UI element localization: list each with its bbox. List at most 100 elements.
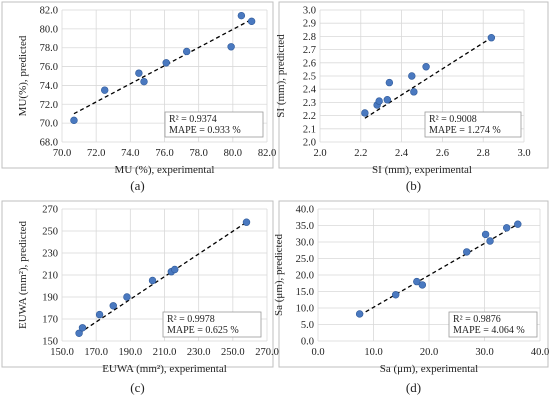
panel-frame: [278, 200, 549, 368]
data-point: [487, 34, 496, 42]
y-tick-label: 190: [42, 293, 58, 304]
annotation-box: [162, 311, 262, 338]
data-point: [410, 88, 418, 96]
y-tick-label: 2.5: [303, 72, 316, 83]
panel-label: (b): [406, 178, 421, 193]
x-tick-label: 270.0: [255, 347, 279, 358]
x-tick-label: 2.0: [313, 148, 326, 159]
y-tick-label: 230: [42, 249, 58, 260]
data-point: [514, 220, 522, 228]
y-tick-label: 2.2: [303, 111, 316, 122]
annotation-box: [448, 311, 538, 338]
y-tick-label: 80.0: [40, 24, 58, 35]
data-point: [171, 265, 179, 274]
y-tick-label: 2.0: [303, 138, 316, 149]
panel-label: (a): [130, 178, 144, 193]
data-point: [123, 293, 131, 301]
x-tick-label: 74.0: [121, 148, 139, 159]
x-tick-label: 150.0: [50, 347, 74, 358]
data-point: [385, 78, 394, 87]
y-tick-label: 2.3: [303, 98, 316, 109]
data-point: [361, 109, 369, 117]
mape-label: MAPE = 4.064 %: [453, 325, 525, 336]
data-point: [481, 230, 490, 239]
y-tick-label: 250: [42, 227, 58, 238]
y-tick-label: 150: [42, 337, 58, 348]
data-point: [503, 224, 511, 232]
x-tick-label: 30.0: [475, 347, 493, 358]
data-point: [237, 11, 246, 20]
data-point: [183, 47, 191, 56]
x-tick-label: 20.0: [420, 347, 438, 358]
y-axis-title: MU(%), predicted: [17, 35, 29, 116]
chart-panel-4: 0.0 5.0 10.0 15.0 20.0 25.0 30.0 35.0 40.0 0.0 10.…: [273, 200, 549, 395]
x-tick-label: 0.0: [311, 347, 324, 358]
data-point: [418, 281, 427, 289]
data-point: [383, 96, 392, 104]
y-tick-label: 76.0: [40, 62, 58, 73]
data-point: [70, 116, 78, 125]
y-tick-label: 72.0: [40, 100, 58, 111]
mape-label: MAPE = 0.933 %: [169, 125, 241, 136]
data-point: [95, 310, 104, 319]
r-squared-label: R² = 0.9978: [167, 314, 215, 325]
x-tick-label: 2.4: [395, 148, 409, 159]
x-tick-label: 170.0: [84, 347, 108, 358]
y-tick-label: 5.0: [301, 320, 314, 331]
data-point: [486, 237, 494, 245]
data-point: [109, 302, 117, 310]
y-tick-label: 2.1: [303, 124, 316, 135]
data-point: [135, 69, 143, 77]
r-squared-label: R² = 0.9008: [429, 114, 477, 125]
y-tick-label: 2.9: [303, 19, 316, 30]
chart-panel-2: 2.0 2.1 2.2 2.3 2.4 2.5 2.6 2.7 2.8 2.9 3.0 2.0 2.2 2…: [275, 1, 549, 193]
annotation-box: [424, 111, 522, 138]
x-tick-label: 210.0: [153, 347, 177, 358]
y-tick-label: 2.6: [303, 58, 316, 69]
y-tick-label: 2.4: [303, 85, 317, 96]
chart-panel-3: 150 170 190 210 230 250 270 150.0 170.0 190.0 210.…: [1, 200, 279, 395]
r-squared-label: R² = 0.9374: [169, 114, 217, 125]
x-tick-label: 82.0: [258, 148, 276, 159]
data-point: [140, 77, 148, 86]
annotation-box: [164, 111, 264, 138]
mape-label: MAPE = 0.625 %: [167, 325, 239, 336]
mape-label: MAPE = 1.274 %: [429, 125, 501, 136]
x-tick-label: 40.0: [531, 347, 549, 358]
y-tick-label: 35.0: [296, 221, 314, 232]
data-point: [408, 72, 416, 80]
y-tick-label: 78.0: [40, 43, 58, 54]
x-axis-title: EUWA (mm²), experimental: [102, 363, 227, 375]
x-tick-label: 190.0: [119, 347, 143, 358]
x-tick-label: 2.6: [436, 148, 449, 159]
data-point: [148, 276, 157, 285]
data-point: [227, 43, 235, 51]
x-axis-title: MU (%), experimental: [115, 164, 215, 176]
trendline: [364, 37, 492, 119]
chart-panel-1: 68.070.072.074.076.078.080.082.070.0 72.0…: [1, 1, 276, 193]
r-squared-label: R² = 0.9876: [453, 314, 501, 325]
x-tick-label: 10.0: [364, 347, 382, 358]
y-tick-label: 210: [42, 271, 58, 282]
data-point: [375, 97, 383, 105]
y-tick-label: 170: [42, 315, 58, 326]
x-axis-title: SI (mm), experimental: [372, 164, 472, 176]
y-tick-label: 82.0: [40, 6, 58, 17]
x-tick-label: 76.0: [155, 148, 173, 159]
y-tick-label: 20.0: [296, 271, 314, 282]
y-tick-label: 2.8: [303, 32, 316, 43]
x-tick-label: 78.0: [189, 148, 207, 159]
trendline: [78, 221, 247, 334]
data-point: [75, 329, 83, 337]
x-tick-label: 3.0: [517, 148, 530, 159]
data-point: [247, 17, 256, 26]
y-tick-label: 270: [42, 205, 58, 216]
y-tick-label: 30.0: [296, 238, 314, 249]
data-point: [78, 324, 87, 332]
y-tick-label: 25.0: [296, 254, 314, 265]
trendline: [73, 18, 252, 115]
data-point: [392, 291, 400, 299]
x-tick-label: 250.0: [221, 347, 245, 358]
x-tick-label: 230.0: [187, 347, 211, 358]
